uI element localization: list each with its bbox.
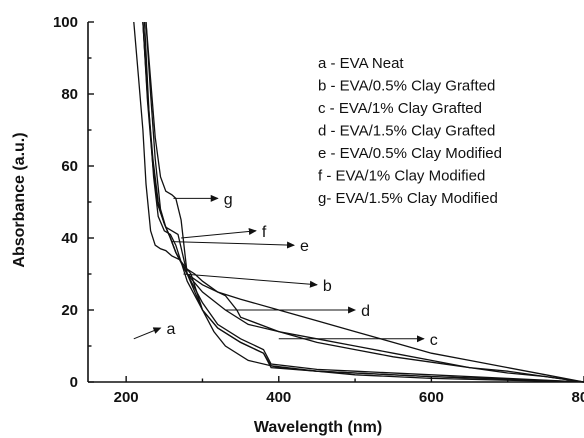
annotations: a b c d e f g [133, 191, 438, 349]
legend-entry: b - EVA/0.5% Clay Grafted [318, 78, 495, 95]
x-tick-label: 800 [571, 389, 584, 406]
legend-entry: e - EVA/0.5% Clay Modified [318, 145, 502, 162]
annotation-arrow-b [183, 273, 318, 288]
legend-entry: g- EVA/1.5% Clay Modified [318, 190, 498, 207]
x-tick-label: 200 [114, 389, 139, 406]
annotation-label-c: c [430, 332, 438, 349]
annotation-label-e: e [300, 238, 309, 255]
y-axis-title: Absorbance (a.u.) [11, 132, 28, 267]
x-tick-label: 400 [266, 389, 291, 406]
legend-entry: f - EVA/1% Clay Modified [318, 168, 485, 185]
annotation-label-f: f [262, 224, 267, 241]
annotation-label-d: d [361, 303, 370, 320]
annotation-label-a: a [166, 321, 175, 338]
series-line-g [145, 21, 584, 383]
x-axis-title: Wavelength (nm) [254, 419, 382, 436]
annotation-arrow-f [181, 227, 257, 239]
legend-entry: c - EVA/1% Clay Grafted [318, 100, 482, 117]
y-tick-label: 0 [70, 374, 78, 391]
ticks: 200 400 600 800 0 20 40 60 80 100 [53, 14, 584, 406]
series-lines [133, 21, 584, 383]
y-tick-label: 80 [61, 86, 78, 103]
annotation-arrow-a [133, 327, 162, 340]
series-line-f [145, 21, 584, 383]
legend: a - EVA Neat b - EVA/0.5% Clay Grafted c -… [318, 55, 502, 207]
annotation-arrow-e [171, 241, 296, 249]
legend-entry: d - EVA/1.5% Clay Grafted [318, 123, 495, 140]
y-tick-label: 60 [61, 158, 78, 175]
annotation-label-b: b [323, 278, 332, 295]
x-tick-label: 600 [419, 389, 444, 406]
y-tick-label: 20 [61, 302, 78, 319]
legend-entry: a - EVA Neat [318, 55, 404, 72]
y-tick-label: 100 [53, 14, 78, 31]
y-tick-label: 40 [61, 230, 78, 247]
annotation-label-g: g [224, 191, 233, 208]
